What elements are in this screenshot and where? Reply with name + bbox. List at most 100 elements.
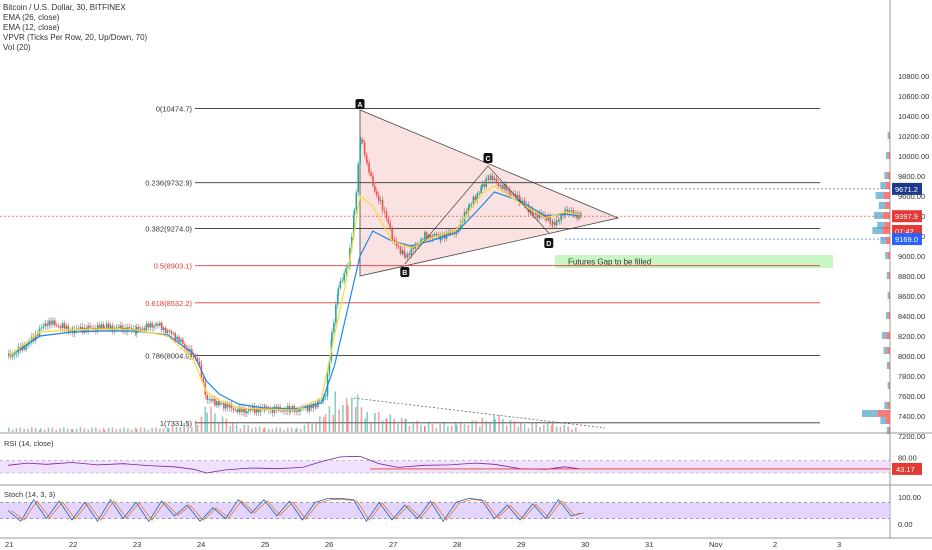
candle-body (89, 325, 91, 328)
volume-bar (471, 420, 473, 432)
candle-body (299, 407, 301, 412)
candle-body (52, 320, 54, 325)
pattern-marker-label: A (357, 102, 362, 109)
candle-body (259, 407, 262, 413)
upper-price-label-bg (892, 182, 922, 195)
candle-body (485, 178, 488, 187)
volume-bar (59, 428, 61, 432)
candle-body (212, 398, 214, 401)
volume-bar (196, 424, 199, 432)
volume-bar (147, 430, 150, 432)
candle-body (532, 212, 535, 215)
candle-body (196, 357, 199, 362)
x-tick-label: 28 (453, 540, 461, 549)
volume-bar (494, 419, 496, 432)
candle-body (505, 184, 507, 191)
y-tick-label: 8200.00 (898, 332, 925, 341)
candle-body (238, 407, 240, 413)
candle-body (226, 403, 229, 408)
volume-bar (307, 421, 310, 432)
candle-body (15, 353, 18, 355)
x-tick-label: 25 (261, 540, 269, 549)
last-price-label-bg (892, 210, 922, 223)
volume-bar (34, 428, 37, 432)
candle-body (392, 238, 394, 240)
candle-body (180, 339, 182, 342)
volume-profile-bar (884, 202, 890, 209)
candle-body (472, 196, 475, 204)
volume-bar (389, 414, 392, 432)
volume-bar (123, 427, 125, 432)
candle-body (65, 325, 68, 329)
candle-body (403, 250, 406, 256)
x-tick-label: 26 (325, 540, 333, 549)
volume-profile-bar (880, 237, 886, 244)
candle-body (449, 230, 452, 235)
volume-bar (143, 427, 146, 432)
y-tick-label: 10400.00 (898, 112, 929, 121)
fib-level-label: 0.5(8903.1) (154, 262, 193, 271)
candle-body (483, 184, 486, 187)
candle-body (397, 246, 400, 248)
indicator-vol[interactable]: Vol (20) (3, 43, 31, 52)
volume-bar (400, 417, 403, 432)
volume-bar (247, 425, 249, 432)
volume-bar (91, 427, 93, 432)
candle-body (552, 222, 554, 224)
volume-profile-bar (888, 312, 890, 319)
candle-body (377, 195, 380, 201)
candle-body (410, 246, 413, 255)
candle-body (36, 334, 39, 337)
candle-body (48, 320, 50, 326)
candle-body (149, 323, 152, 328)
candle-body (234, 409, 237, 411)
indicator-vpvr[interactable]: VPVR (Ticks Per Row, 20, Up/Down, 70) (3, 33, 148, 42)
candle-body (549, 216, 552, 224)
candle-body (228, 403, 231, 408)
candle-body (435, 233, 438, 237)
chart-title: Bitcoin / U.S. Dollar, 30, BITFINEX (3, 3, 126, 12)
candle-body (137, 326, 140, 330)
candle-body (184, 344, 186, 348)
candle-body (401, 250, 404, 254)
candle-body (40, 327, 43, 329)
candle-body (174, 333, 176, 340)
candle-body (381, 200, 384, 211)
candle-body (474, 196, 477, 201)
candle-body (54, 320, 56, 326)
candle-body (489, 175, 492, 180)
volume-bar (459, 421, 462, 432)
volume-bar (517, 426, 520, 432)
x-tick-label: 3 (837, 540, 841, 549)
volume-bar (479, 426, 481, 432)
volume-bar (127, 428, 129, 432)
volume-profile-bar (883, 192, 890, 199)
candle-body (145, 323, 148, 331)
indicator-ema26[interactable]: EMA (26, close) (3, 13, 60, 22)
candle-body (119, 325, 121, 329)
candle-body (424, 232, 426, 239)
volume-bar (262, 428, 265, 432)
candle-body (481, 184, 484, 187)
candle-body (249, 409, 252, 411)
candle-body (534, 213, 537, 215)
volume-bar (179, 427, 182, 432)
volume-bar (424, 426, 426, 432)
upper-price-label: 9671.2 (895, 185, 918, 194)
volume-bar (416, 420, 418, 432)
candle-body (374, 185, 376, 192)
volume-bar (531, 423, 534, 432)
volume-bar (115, 429, 118, 432)
candle-body (518, 195, 521, 204)
candle-body (102, 324, 105, 329)
candle-body (248, 409, 250, 412)
volume-bar (168, 428, 170, 432)
candle-body (564, 209, 567, 211)
candle-body (343, 273, 345, 281)
volume-bar (385, 418, 388, 432)
candle-body (433, 233, 436, 236)
y-tick-label: 8400.00 (898, 312, 925, 321)
indicator-ema12[interactable]: EMA (12, close) (3, 23, 60, 32)
volume-bar (200, 416, 203, 432)
